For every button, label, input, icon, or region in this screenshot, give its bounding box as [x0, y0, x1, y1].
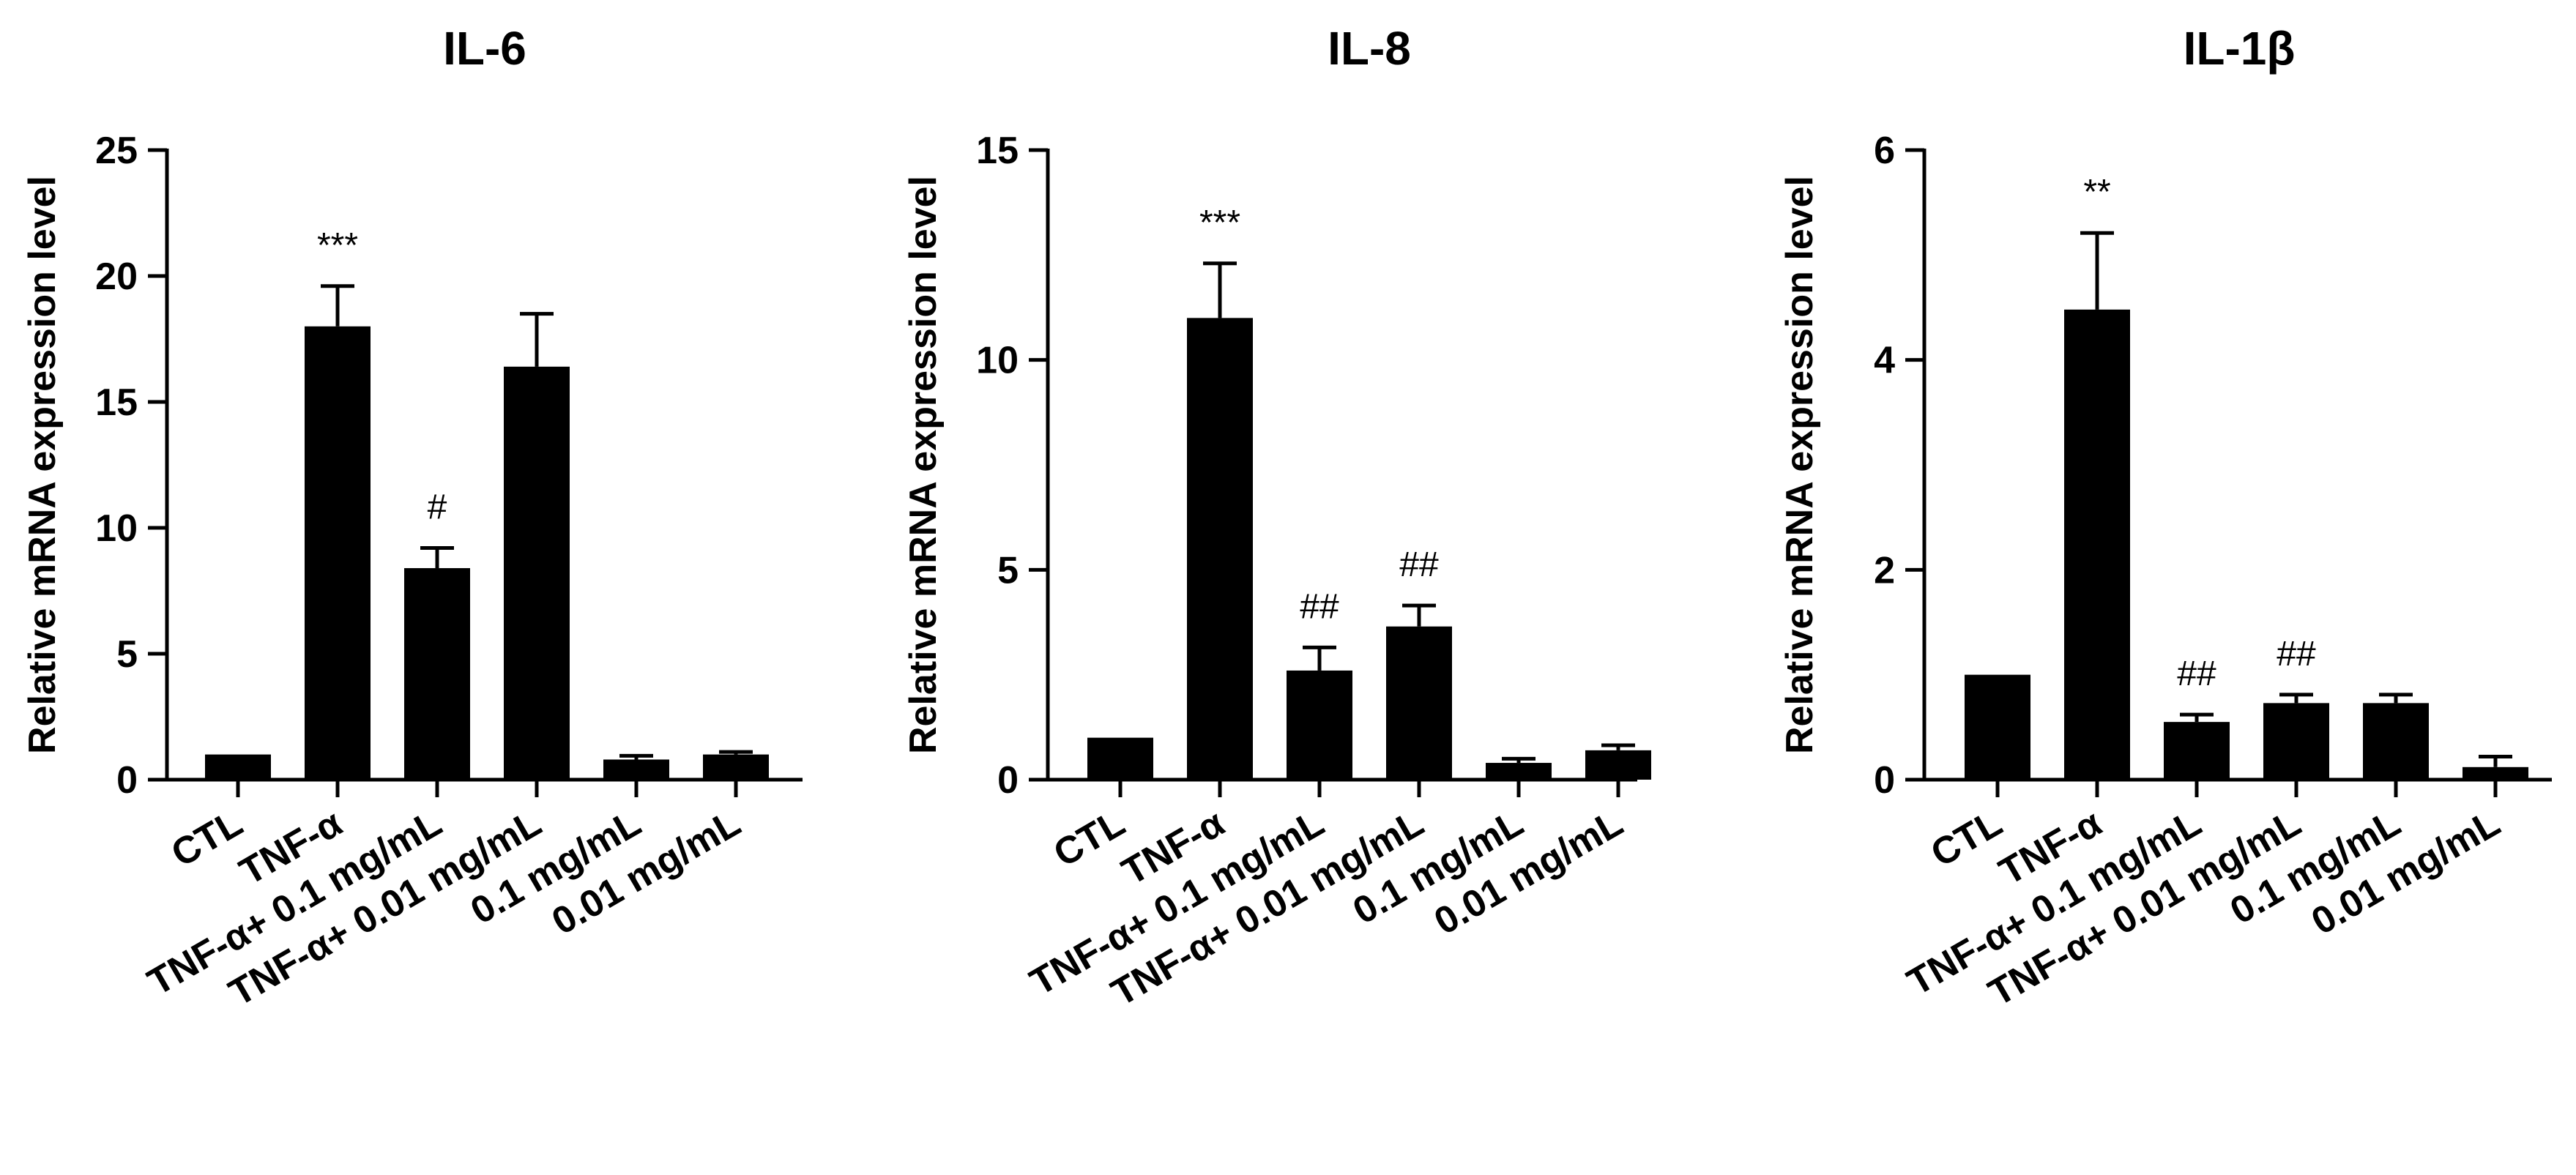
bar	[1187, 318, 1253, 780]
bar	[1486, 763, 1552, 780]
y-tick-label: 15	[976, 130, 1019, 172]
bar	[1585, 750, 1651, 780]
bar	[1386, 626, 1452, 780]
significance-label: #	[428, 488, 447, 527]
bar	[2363, 703, 2429, 780]
significance-label: ##	[1300, 587, 1339, 626]
y-tick-label: 20	[95, 255, 138, 298]
y-tick-label: 0	[997, 759, 1019, 802]
chart-title: IL-6	[443, 22, 526, 75]
bar	[504, 366, 570, 780]
significance-label: ***	[1199, 204, 1240, 242]
bar	[2263, 703, 2329, 780]
significance-label: **	[2083, 173, 2110, 212]
bar	[1965, 674, 2030, 780]
significance-label: ##	[2277, 635, 2316, 674]
y-tick-label: 2	[1874, 549, 1895, 592]
y-tick-label: 10	[976, 340, 1019, 382]
bar	[1087, 737, 1153, 780]
y-tick-label: 6	[1874, 130, 1895, 172]
bar	[205, 754, 271, 780]
y-axis-label: Relative mRNA expression level	[1779, 176, 1821, 754]
bar	[2064, 309, 2130, 780]
significance-label: ##	[1399, 545, 1439, 584]
y-tick-label: 10	[95, 507, 138, 550]
significance-label: ##	[2177, 654, 2216, 693]
y-tick-label: 4	[1874, 340, 1895, 382]
chart-title: IL-1β	[2184, 22, 2296, 75]
bar	[404, 568, 470, 780]
y-axis-label: Relative mRNA expression level	[21, 176, 64, 754]
chart-panel-2: IL-8 Relative mRNA expression level 0 5 10 15…	[902, 22, 1651, 1015]
y-axis-label: Relative mRNA expression level	[902, 176, 945, 754]
chart-title: IL-8	[1328, 22, 1411, 75]
bar	[2463, 766, 2528, 780]
y-tick-label: 0	[116, 759, 138, 802]
y-tick-label: 15	[95, 381, 138, 424]
bar	[305, 326, 371, 780]
bar	[703, 754, 769, 780]
y-tick-label: 5	[997, 549, 1019, 592]
significance-label: ***	[317, 226, 358, 265]
chart-panel-1: IL-6 Relative mRNA expression level 0 5 10 15…	[21, 22, 803, 1015]
bar	[603, 759, 669, 780]
y-tick-label: 5	[116, 633, 138, 676]
bar	[2164, 722, 2230, 780]
y-tick-label: 25	[95, 130, 138, 172]
bar	[1287, 670, 1352, 780]
y-tick-label: 0	[1874, 759, 1895, 802]
